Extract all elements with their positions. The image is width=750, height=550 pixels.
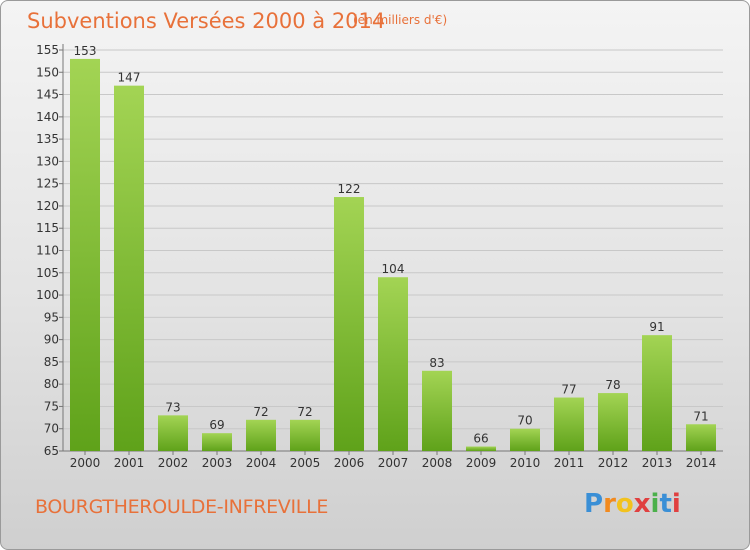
y-tick-label-110: 110 [36,244,59,258]
bar-2013 [642,335,672,451]
y-tick-label-140: 140 [36,110,59,124]
data-label-2014: 71 [693,409,708,423]
x-tick-label-2002: 2002 [158,456,189,470]
data-label-2011: 77 [561,383,576,397]
y-tick-label-95: 95 [44,310,59,324]
data-label-2009: 66 [473,432,488,446]
x-tick-label-2004: 2004 [246,456,277,470]
x-tick-label-2010: 2010 [510,456,541,470]
x-tick-label-2000: 2000 [70,456,101,470]
data-label-2003: 69 [209,418,224,432]
data-labels: 153 147 73 69 72 72 122 104 83 66 70 77 78 91 71 [74,44,709,446]
y-tick-label-105: 105 [36,266,59,280]
x-tick-label-2006: 2006 [334,456,365,470]
bar-2014 [686,424,716,451]
bar-2003 [202,433,232,451]
y-tick-label-120: 120 [36,199,59,213]
y-tick-label-85: 85 [44,355,59,369]
bar-2007 [378,277,408,451]
data-label-2005: 72 [297,405,312,419]
y-tick-label-150: 150 [36,65,59,79]
bar-2001 [114,85,144,452]
y-tick-label-65: 65 [44,444,59,458]
x-tick-label-2005: 2005 [290,456,321,470]
data-label-2013: 91 [649,320,664,334]
x-tick-label-2013: 2013 [642,456,673,470]
y-tick-label-130: 130 [36,154,59,168]
data-label-2007: 104 [382,262,405,276]
commune-name: BOURGTHEROULDE-INFREVILLE [35,496,329,518]
y-tick-label-145: 145 [36,88,59,102]
y-tick-label-70: 70 [44,422,59,436]
bar-2008 [422,370,452,451]
y-tick-labels: 65 70 75 80 85 90 95 100 105 110 115 120 125 130 135 14… [36,43,59,458]
data-label-2012: 78 [605,378,620,392]
x-tick-label-2008: 2008 [422,456,453,470]
y-tick-label-100: 100 [36,288,59,302]
x-tick-label-2014: 2014 [686,456,717,470]
x-tick-label-2012: 2012 [598,456,629,470]
y-tick-label-75: 75 [44,399,59,413]
data-label-2010: 70 [517,414,532,428]
x-tick-label-2009: 2009 [466,456,497,470]
data-label-2000: 153 [74,44,97,58]
y-tick-label-155: 155 [36,43,59,57]
x-tick-label-2011: 2011 [554,456,585,470]
y-tick-label-125: 125 [36,177,59,191]
y-tick-label-90: 90 [44,333,59,347]
data-label-2004: 72 [253,405,268,419]
data-label-2002: 73 [165,400,180,414]
y-tick-label-135: 135 [36,132,59,146]
bars [70,58,716,452]
bar-2002 [158,415,188,451]
data-label-2001: 147 [118,71,141,85]
x-tick-label-2007: 2007 [378,456,409,470]
x-tick-label-2001: 2001 [114,456,145,470]
x-tick-label-2003: 2003 [202,456,233,470]
data-label-2006: 122 [338,182,361,196]
bar-2000 [70,58,100,452]
bar-2011 [554,397,584,451]
bar-2004 [246,419,276,451]
bar-2010 [510,428,540,451]
proxiti-logo: Proxiti [584,489,681,519]
bar-2005 [290,419,320,451]
y-tick-label-80: 80 [44,377,59,391]
bar-2006 [334,197,364,451]
y-tick-label-115: 115 [36,221,59,235]
x-tick-labels: 2000 2001 2002 2003 2004 2005 2006 2007 2008 2009… [70,456,717,470]
chart-title: Subventions Versées 2000 à 2014 [27,9,386,33]
bar-2009 [466,446,496,451]
bar-2012 [598,393,628,451]
data-label-2008: 83 [429,356,444,370]
chart-subtitle: (en milliers d'€) [353,13,448,27]
